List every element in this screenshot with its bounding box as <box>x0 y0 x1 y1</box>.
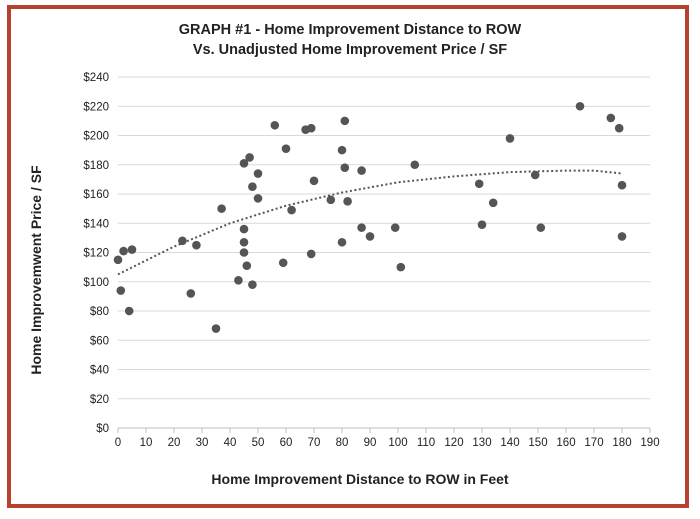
data-point <box>343 197 352 206</box>
y-tick-label: $240 <box>83 72 109 84</box>
x-tick-label: 110 <box>417 437 435 449</box>
x-tick-label: 140 <box>500 437 519 449</box>
data-point <box>391 223 400 232</box>
x-tick-label: 170 <box>584 437 603 449</box>
y-tick-label: $160 <box>83 189 109 201</box>
y-axis-label: Home Improvemwent Price / SF <box>28 165 44 375</box>
y-tick-label: $40 <box>90 365 109 377</box>
x-tick-label: 20 <box>168 437 181 449</box>
data-point <box>240 248 249 257</box>
data-point <box>240 225 249 234</box>
y-tick-label: $200 <box>83 131 109 143</box>
data-point <box>366 232 375 241</box>
x-tick-label: 10 <box>140 437 153 449</box>
data-point <box>212 324 221 333</box>
data-point <box>187 289 196 298</box>
data-point <box>243 261 252 270</box>
data-point <box>341 117 350 126</box>
data-point <box>240 238 249 247</box>
data-point <box>254 169 263 178</box>
data-points <box>114 102 627 333</box>
data-point <box>397 263 406 272</box>
data-point <box>411 160 420 169</box>
data-point <box>119 247 128 256</box>
x-axis-label: Home Improvement Distance to ROW in Feet <box>211 471 508 487</box>
x-tick-label: 130 <box>472 437 491 449</box>
data-point <box>537 223 546 232</box>
x-tick-label: 90 <box>364 437 377 449</box>
x-tick-labels: 0 10 20 30 40 50 60 70 80 90 100 110 120 130 140 150 160… <box>115 437 660 449</box>
data-point <box>478 220 487 229</box>
data-point <box>338 146 347 155</box>
x-tick-label: 150 <box>528 437 547 449</box>
data-point <box>245 153 254 162</box>
y-tick-label: $80 <box>90 306 109 318</box>
data-point <box>531 171 540 180</box>
y-tick-label: $220 <box>83 101 109 113</box>
data-point <box>576 102 585 111</box>
data-point <box>248 182 257 191</box>
x-tick-label: 60 <box>280 437 293 449</box>
y-tick-label: $100 <box>83 277 109 289</box>
data-point <box>117 286 126 295</box>
data-point <box>114 256 123 265</box>
data-point <box>341 163 350 172</box>
gridlines <box>118 77 650 399</box>
y-tick-labels: $0 $20 $40 $60 $80 $100 $120 $140 $160 $180 $200 $2… <box>83 72 109 435</box>
x-tick-label: 0 <box>115 437 121 449</box>
data-point <box>475 179 484 188</box>
x-tick-label: 120 <box>444 437 463 449</box>
data-point <box>254 194 263 203</box>
data-point <box>217 204 226 213</box>
data-point <box>234 276 243 285</box>
data-point <box>307 250 316 259</box>
trendline <box>118 171 622 275</box>
y-tick-label: $0 <box>96 423 109 435</box>
data-point <box>489 198 498 207</box>
y-tick-label: $120 <box>83 248 109 260</box>
x-tick-label: 30 <box>196 437 209 449</box>
data-point <box>192 241 201 250</box>
data-point <box>618 181 627 190</box>
data-point <box>607 114 616 123</box>
data-point <box>615 124 624 133</box>
data-point <box>248 280 257 289</box>
x-tick-label: 80 <box>336 437 349 449</box>
x-tick-label: 100 <box>388 437 407 449</box>
y-tick-label: $60 <box>90 335 109 347</box>
data-point <box>338 238 347 247</box>
data-point <box>357 223 366 232</box>
y-tick-label: $140 <box>83 218 109 230</box>
data-point <box>357 166 366 175</box>
data-point <box>178 237 187 246</box>
data-point <box>128 245 137 254</box>
data-point <box>279 258 288 267</box>
data-point <box>506 134 515 143</box>
x-tick-label: 40 <box>224 437 237 449</box>
x-tick-label: 50 <box>252 437 265 449</box>
data-point <box>618 232 627 241</box>
data-point <box>310 177 319 186</box>
x-tick-label: 70 <box>308 437 321 449</box>
trendline-group <box>118 171 622 275</box>
axes <box>118 428 650 433</box>
x-tick-label: 160 <box>556 437 575 449</box>
y-tick-label: $180 <box>83 160 109 172</box>
x-tick-label: 180 <box>612 437 631 449</box>
data-point <box>307 124 316 133</box>
data-point <box>125 307 134 316</box>
x-tick-label: 190 <box>640 437 659 449</box>
y-tick-label: $20 <box>90 394 109 406</box>
data-point <box>287 206 296 215</box>
data-point <box>282 144 291 153</box>
data-point <box>271 121 280 130</box>
data-point <box>327 196 336 205</box>
